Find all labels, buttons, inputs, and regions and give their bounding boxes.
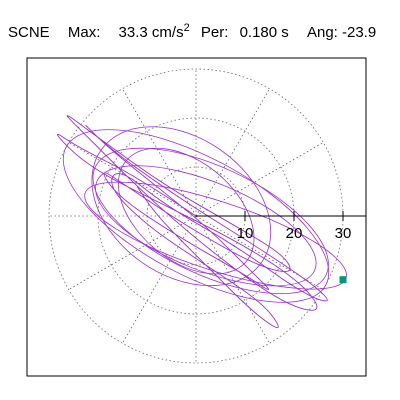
motion-loop-1: [95, 165, 317, 287]
period-value: 0.180 s: [239, 24, 289, 41]
motion-trace: [57, 115, 347, 329]
max-value: 33.3: [118, 24, 148, 41]
grid-spoke-60: [195, 88, 270, 217]
grid-spoke-300: [195, 215, 270, 344]
max-label: Max:: [67, 24, 101, 41]
angle-value: -23.9: [342, 24, 377, 41]
motion-loop-4: [117, 147, 255, 275]
grid-spoke-120: [122, 88, 197, 217]
angle-label: Ang:: [306, 24, 338, 41]
motion-loop-0: [62, 129, 330, 303]
tick-label-20: 20: [286, 225, 303, 242]
axis-tick-labels: 10 20 30: [237, 225, 352, 242]
station-name: SCNE: [8, 24, 50, 41]
motion-trace-path: [57, 115, 328, 329]
end-marker-square: [339, 276, 347, 284]
max-unit: cm/s2: [151, 22, 190, 41]
chart-header: SCNE Max: 33.3 cm/s2 Per: 0.180 s Ang: -…: [8, 8, 376, 48]
grid-spoke-210: [68, 215, 197, 290]
end-marker: [339, 276, 347, 284]
tick-label-10: 10: [237, 225, 254, 242]
radial-axis: [196, 211, 366, 221]
grid-spoke-330: [195, 215, 324, 290]
motion-loop-2: [91, 126, 272, 287]
plot-frame: [26, 57, 367, 377]
tick-label-30: 30: [335, 225, 352, 242]
period-label: Per:: [200, 24, 229, 41]
grid-spoke-240: [122, 215, 197, 344]
max-unit-exponent: 2: [183, 22, 190, 34]
motion-loop-5: [92, 147, 329, 294]
grid-spoke-30: [195, 142, 324, 217]
